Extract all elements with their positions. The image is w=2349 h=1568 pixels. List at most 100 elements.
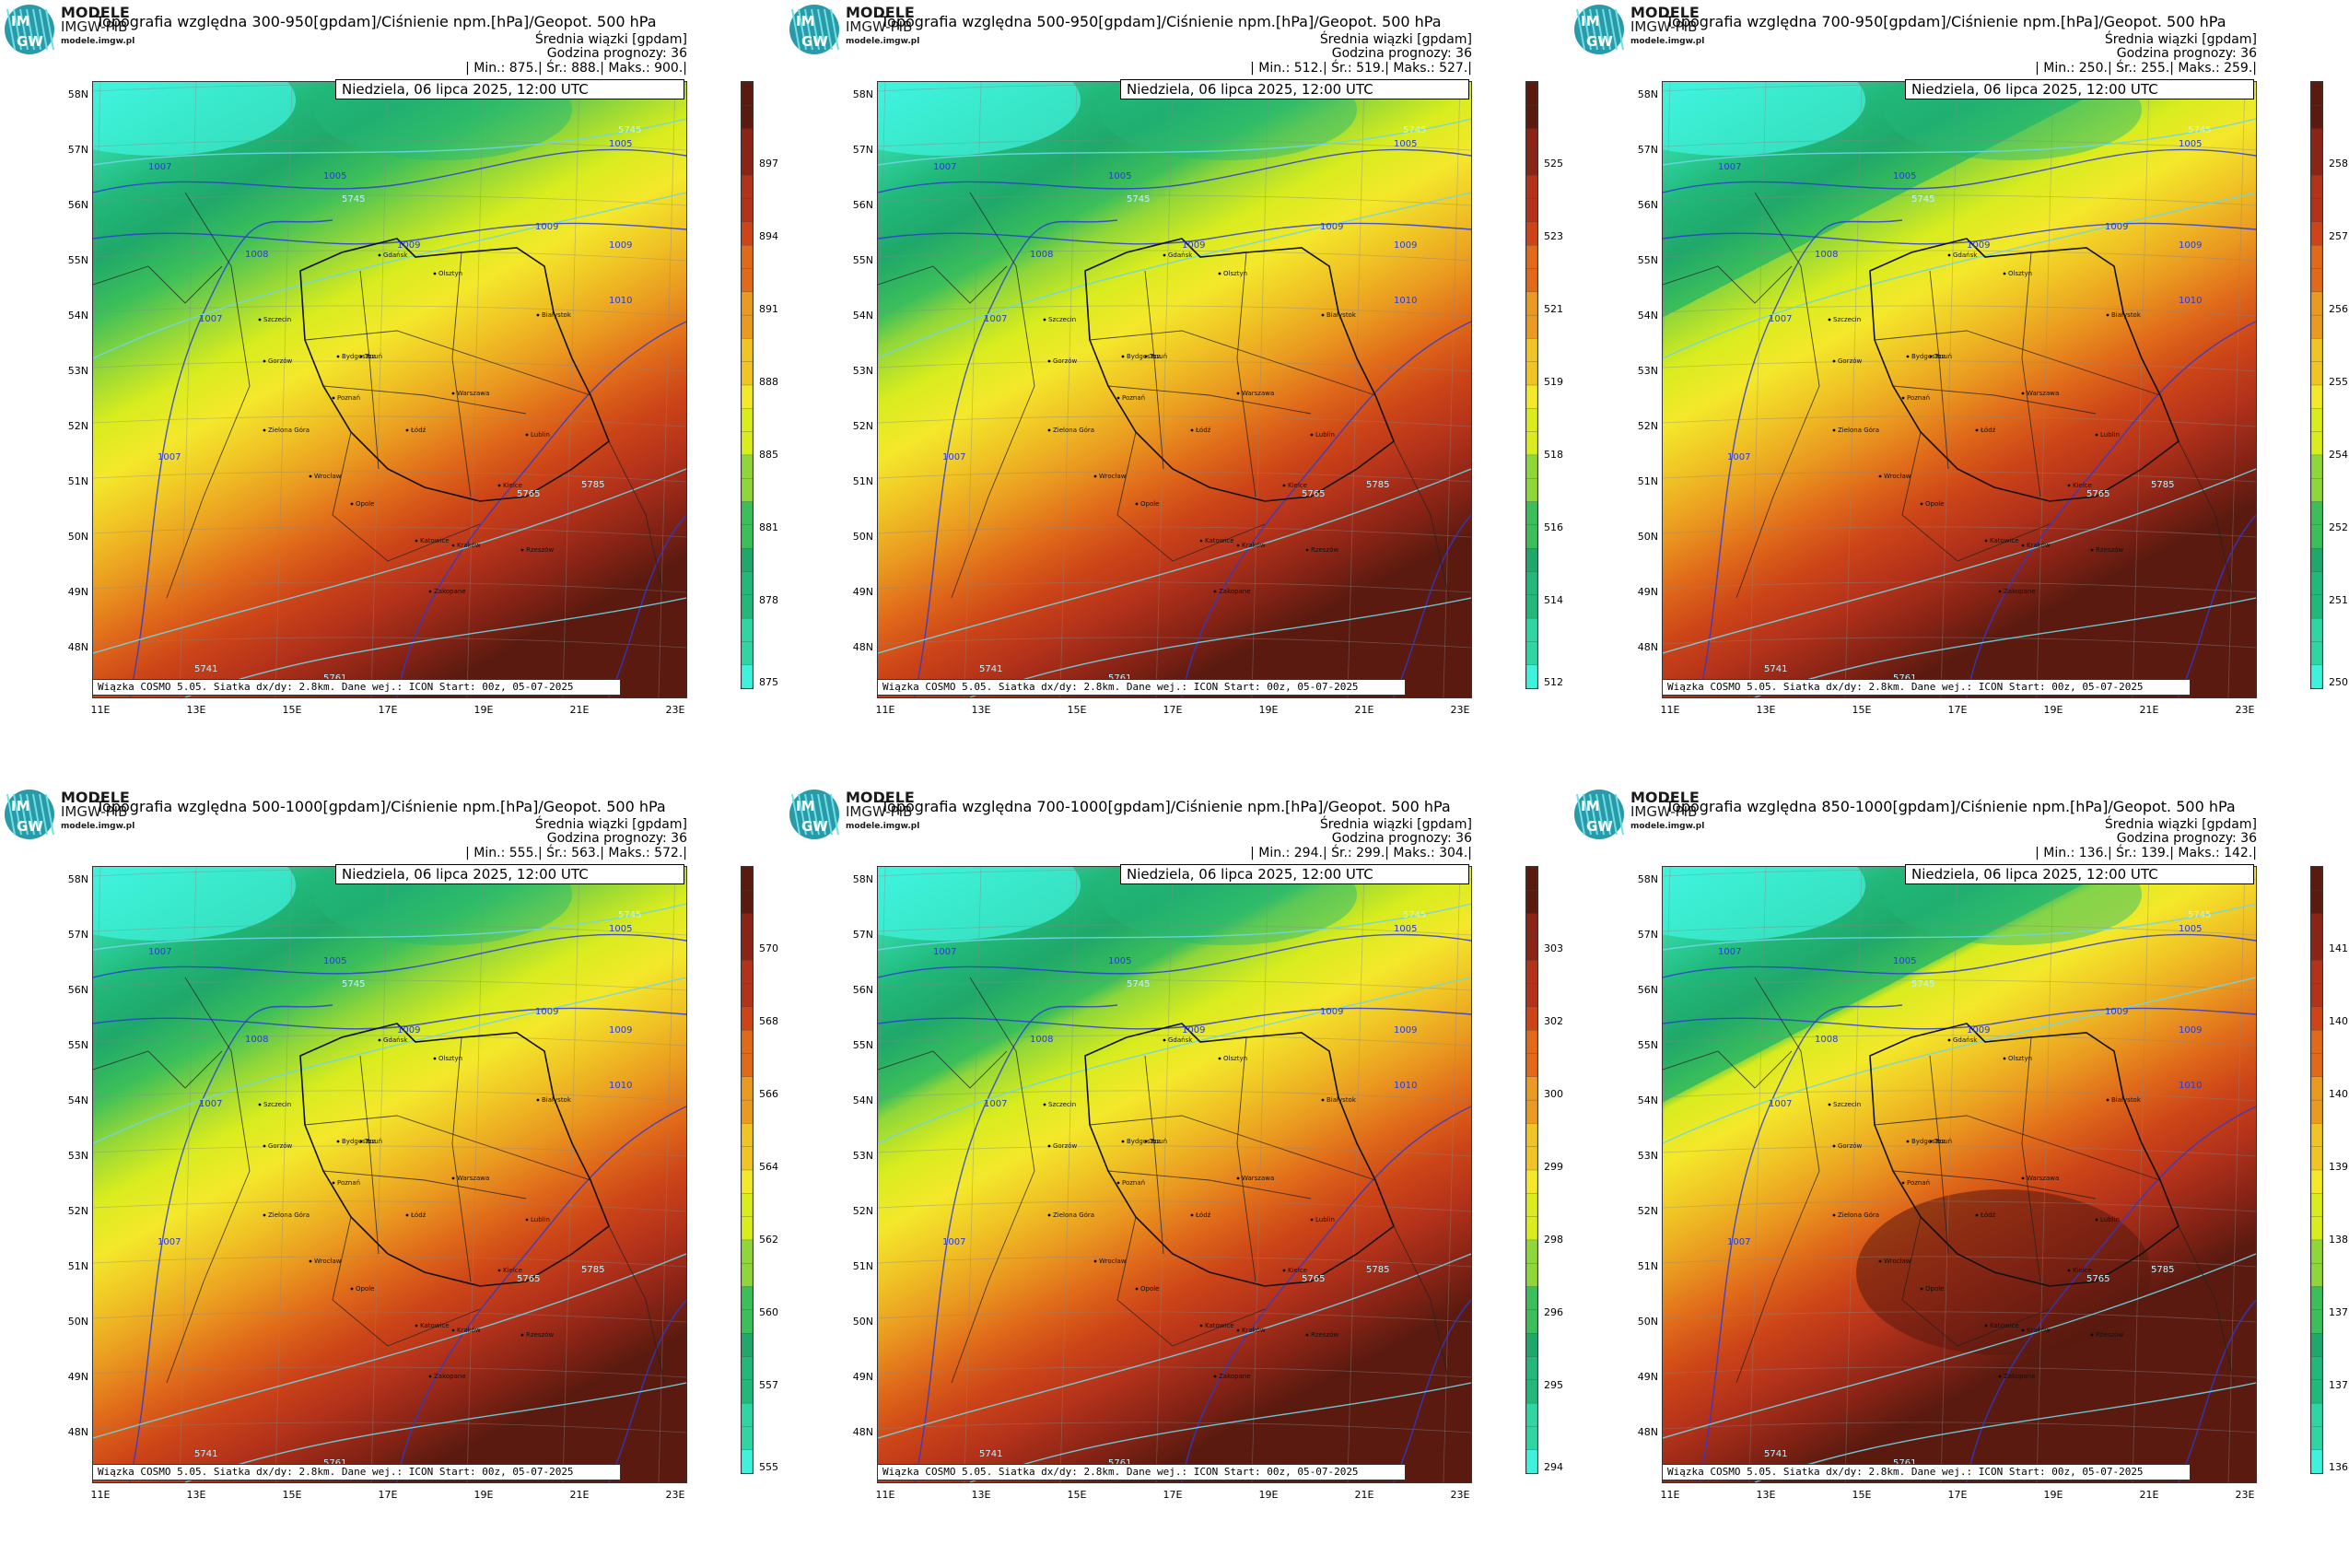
city-marker — [1878, 474, 1882, 478]
latitude-label: 56N — [1637, 984, 1658, 996]
latitude-label: 53N — [1637, 365, 1658, 377]
min-label: | Min.: — [2035, 846, 2079, 860]
isobar-label: 1007 — [148, 162, 171, 172]
brand-url[interactable]: modele.imgw.pl — [1630, 822, 1705, 831]
geopotential-line — [878, 1253, 1471, 1439]
logo-text-bottom: GW — [801, 33, 828, 50]
geopotential-label: 5745 — [1403, 910, 1426, 920]
city-marker — [2106, 313, 2109, 317]
geopotential-line — [93, 903, 686, 951]
graticule-lon — [878, 82, 886, 369]
panel-title: Topografia względna 850-1000[gpdam]/Ciśn… — [1665, 798, 2236, 815]
cool-region-north — [1099, 867, 1357, 945]
cool-region — [878, 82, 1081, 156]
colorbar-step — [2310, 198, 2323, 223]
geopotential-line — [969, 597, 1471, 697]
graticule-lat — [1663, 415, 2256, 427]
city-label: Lublin — [1315, 1216, 1335, 1223]
graticule-lat — [93, 1422, 686, 1433]
city-marker — [497, 1269, 501, 1272]
city-marker — [415, 539, 418, 543]
max-label: | Maks.: — [600, 61, 655, 76]
geopotential-label: 5765 — [517, 489, 540, 499]
city-label: Opole — [1140, 500, 1160, 508]
max-value: 572. — [654, 846, 684, 860]
colorbar-step — [2310, 1123, 2323, 1148]
logo-text-top: IM — [1581, 798, 1600, 814]
brand-url[interactable]: modele.imgw.pl — [61, 822, 135, 831]
city-marker — [1947, 1038, 1951, 1042]
warm-region-southeast — [498, 616, 686, 697]
logo-text-bottom: GW — [1586, 818, 1613, 835]
city-label: Kielce — [1288, 1267, 1307, 1274]
model-info-box: Wiązka COSMO 5.05. Siatka dx/dy: 2.8km. … — [877, 1464, 1406, 1480]
colorbar-step — [1525, 936, 1538, 961]
geopotential-line — [93, 977, 686, 1144]
colorbar-tick-label: 303 — [1544, 942, 1563, 954]
isobar-label: 1010 — [2179, 296, 2202, 306]
brand-url[interactable]: modele.imgw.pl — [846, 822, 920, 831]
city-marker — [1832, 1213, 1836, 1217]
region-border — [1663, 1050, 1793, 1089]
region-border — [451, 1036, 472, 1282]
graticule-lat — [1663, 1090, 2256, 1102]
city-marker — [1093, 1259, 1097, 1263]
city-label: Łódź — [1195, 1211, 1211, 1219]
city-label: Gorzów — [268, 357, 293, 365]
graticule-lat — [878, 581, 1471, 593]
panel-title: Topografia względna 700-950[gpdam]/Ciśni… — [1665, 13, 2226, 30]
isobar-label: 1010 — [609, 296, 632, 306]
geopotential-line — [878, 903, 1471, 951]
city-marker — [451, 1328, 455, 1332]
region-border — [1929, 1055, 1949, 1255]
longitude-label: 19E — [473, 704, 494, 716]
city-label: Bydgoszcz — [1127, 353, 1161, 360]
graticule-lat — [1663, 637, 2256, 649]
graticule-lon — [1155, 82, 1174, 697]
colorbar-step — [1525, 1076, 1538, 1101]
model-info-box: Wiązka COSMO 5.05. Siatka dx/dy: 2.8km. … — [92, 1464, 621, 1480]
isobar-line — [1393, 1299, 1471, 1482]
colorbar-step — [1525, 1309, 1538, 1334]
brand-url[interactable]: modele.imgw.pl — [846, 37, 920, 46]
brand-url[interactable]: modele.imgw.pl — [61, 37, 135, 46]
colorbar-tick-label: 557 — [759, 1379, 778, 1391]
isobar-label: 1008 — [245, 250, 268, 260]
region-border — [1393, 1225, 1450, 1384]
city-marker — [1828, 1103, 1831, 1106]
colorbar-step — [741, 664, 754, 689]
colorbar-step — [2310, 408, 2323, 433]
valid-date-box: Niedziela, 06 lipca 2025, 12:00 UTC — [1905, 79, 2254, 99]
geopotential-label: 5741 — [1764, 664, 1787, 674]
colorbar-step — [1525, 594, 1538, 619]
isobar-line — [129, 219, 333, 697]
city-label: Wrocław — [1884, 1258, 1911, 1265]
colorbar-tick-label: 566 — [759, 1088, 778, 1100]
city-marker — [1047, 359, 1051, 363]
city-label: Katowice — [1990, 537, 2019, 544]
stats-line: | Min.: 512. | Śr.: 519. | Maks.: 527. | — [1250, 61, 1472, 76]
colorbar-step — [1525, 1356, 1538, 1381]
latitude-label: 53N — [852, 1150, 873, 1162]
city-marker — [1213, 1375, 1217, 1378]
geopotential-line — [878, 468, 1471, 654]
isobar-label: 1010 — [609, 1081, 632, 1091]
forecast-panel: IM GW MODELE IMGW-PIB modele.imgw.pl Topograf… — [1570, 785, 2349, 1568]
brand-url[interactable]: modele.imgw.pl — [1630, 37, 1705, 46]
graticule-lat — [878, 250, 1471, 262]
graticule-lat — [93, 360, 686, 372]
city-label: Rzeszów — [526, 1331, 554, 1339]
longitude-label: 17E — [1163, 1489, 1183, 1501]
city-label: Lublin — [2100, 431, 2120, 439]
graticule-lat — [1663, 924, 2256, 936]
colorbar-tick-label: 296 — [1544, 1306, 1563, 1318]
brand-name: MODELE — [61, 789, 130, 806]
graticule-lat — [93, 194, 686, 206]
latitude-label: 49N — [1637, 586, 1658, 598]
graticule-lat — [1663, 1311, 2256, 1323]
colorbar-step — [741, 1193, 754, 1218]
region-border — [1116, 431, 1266, 562]
colorbar-step — [2310, 151, 2323, 176]
city-label: Kielce — [2073, 1267, 2092, 1274]
colorbar-step — [2310, 501, 2323, 526]
